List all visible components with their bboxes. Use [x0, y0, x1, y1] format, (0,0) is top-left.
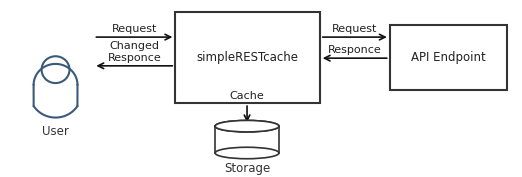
- Text: simpleRESTcache: simpleRESTcache: [197, 51, 299, 64]
- Circle shape: [42, 56, 69, 83]
- Ellipse shape: [215, 120, 279, 132]
- Text: Request: Request: [112, 24, 157, 34]
- Text: Request: Request: [332, 24, 377, 34]
- Text: User: User: [42, 125, 69, 138]
- Bar: [215, 126, 279, 153]
- Bar: [175, 12, 320, 103]
- Text: Cache: Cache: [230, 91, 265, 101]
- Text: Changed
Responce: Changed Responce: [108, 41, 161, 63]
- Bar: [389, 25, 507, 90]
- Ellipse shape: [215, 120, 279, 132]
- Text: Responce: Responce: [328, 45, 382, 55]
- Ellipse shape: [215, 147, 279, 159]
- Text: Storage: Storage: [224, 162, 270, 175]
- Text: API Endpoint: API Endpoint: [411, 51, 486, 64]
